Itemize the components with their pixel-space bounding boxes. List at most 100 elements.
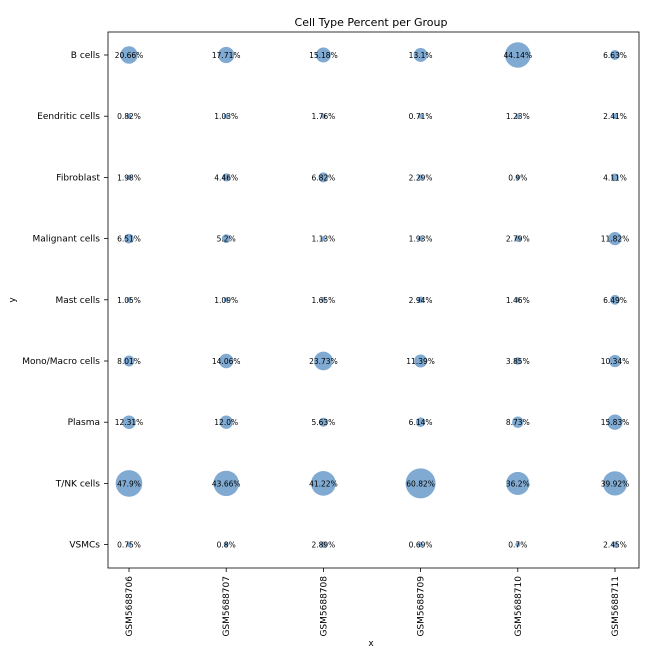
value-label: 2.45%: [603, 541, 627, 550]
bubble: [414, 354, 428, 368]
bubble: [610, 294, 620, 305]
bubble: [115, 470, 143, 497]
value-label: 0.71%: [409, 112, 433, 121]
y-tick-label: T/NK cells: [55, 479, 101, 489]
bubble: [515, 542, 521, 548]
chart-title: Cell Type Percent per Group: [295, 16, 448, 29]
bubble: [602, 471, 628, 496]
bubble: [311, 471, 336, 496]
bubble-layer: [115, 42, 628, 548]
value-label: 1.65%: [311, 296, 335, 305]
value-label: 36.2%: [506, 479, 530, 488]
bubble: [126, 542, 132, 548]
bubble: [515, 297, 521, 303]
value-label: 6.82%: [311, 173, 335, 182]
value-label: 41.22%: [309, 479, 338, 488]
bubble: [611, 541, 619, 548]
value-label: 8.01%: [117, 357, 141, 366]
value-label: 10.34%: [601, 357, 630, 366]
bubble: [413, 48, 428, 62]
value-label: 0.75%: [117, 541, 141, 550]
bubble: [218, 46, 235, 64]
bubble: [221, 234, 231, 243]
value-label: 2.29%: [409, 173, 433, 182]
bubble: [320, 541, 327, 548]
bubble: [218, 353, 234, 369]
value-label: 0.69%: [409, 541, 433, 550]
value-label: 1.98%: [117, 173, 141, 182]
bubble: [223, 113, 229, 119]
bubble: [126, 174, 132, 181]
value-label: 1.13%: [311, 235, 335, 244]
value-label: 2.41%: [603, 112, 627, 121]
value-label: 23.73%: [309, 357, 338, 366]
value-label: 17.71%: [212, 51, 241, 60]
x-axis: GSM5688706 GSM5688707 GSM5688708 GSM5688709…: [125, 568, 621, 637]
bubble: [315, 47, 331, 63]
bubble: [505, 42, 531, 68]
value-label: 44.14%: [503, 51, 532, 60]
bubble: [320, 297, 326, 303]
bubble: [223, 297, 229, 303]
value-label: 43.66%: [212, 479, 241, 488]
bubble: [219, 415, 233, 429]
bubble: [418, 113, 424, 119]
value-label: 2.89%: [311, 541, 335, 550]
value-label: 0.8%: [217, 541, 236, 550]
value-label: 1.09%: [214, 296, 238, 305]
bubble: [608, 354, 622, 368]
bubble: [607, 414, 623, 430]
value-label: 5.63%: [311, 418, 335, 427]
value-label: 2.79%: [506, 235, 530, 244]
bubble: [514, 357, 522, 365]
bubble: [222, 173, 231, 182]
bubble: [612, 113, 618, 120]
bubble: [608, 231, 622, 246]
value-label: 11.82%: [601, 235, 630, 244]
value-label: 13.1%: [409, 51, 433, 60]
bubble: [318, 417, 328, 427]
bubble: [515, 113, 521, 119]
value-label: 0.7%: [508, 541, 527, 550]
bubble: [610, 50, 620, 60]
value-label: 1.76%: [311, 112, 335, 121]
bubble: [124, 233, 134, 244]
bubble: [314, 351, 333, 371]
bubble: [417, 174, 424, 181]
value-label: 39.92%: [601, 479, 630, 488]
bubble: [120, 46, 138, 64]
bubble: [126, 113, 132, 119]
bubble: [213, 470, 239, 497]
value-label: 11.39%: [406, 357, 435, 366]
value-label: 20.66%: [115, 51, 144, 60]
bubble: [415, 417, 426, 427]
value-label-layer: 20.66% 17.71% 15.18% 13.1% 44.14% 6.63% 0.82% 1…: [115, 51, 630, 550]
y-tick-label: Mono/Macro cells: [22, 357, 100, 367]
bubble: [122, 415, 136, 429]
x-tick-label: GSM5688707: [222, 576, 232, 637]
value-label: 1.03%: [214, 112, 238, 121]
value-label: 8.73%: [506, 418, 530, 427]
value-label: 1.93%: [409, 235, 433, 244]
y-tick-label: Malignant cells: [33, 235, 101, 245]
bubble: [320, 113, 326, 119]
value-label: 47.9%: [117, 479, 141, 488]
bubble: [318, 172, 329, 183]
x-axis-label: x: [368, 639, 374, 649]
value-label: 12.0%: [214, 418, 238, 427]
bubble: [405, 468, 436, 499]
bubble: [515, 174, 521, 180]
bubble: [417, 235, 424, 242]
x-tick-label: GSM5688706: [125, 576, 135, 637]
y-tick-label: Fibroblast: [56, 173, 100, 183]
bubble: [611, 173, 619, 182]
bubble: [514, 235, 522, 242]
value-label: 6.63%: [603, 51, 627, 60]
value-label: 0.82%: [117, 112, 141, 121]
plot-area: [107, 31, 640, 569]
value-label: 5.2%: [217, 235, 236, 244]
value-label: 14.06%: [212, 357, 241, 366]
value-label: 1.46%: [506, 296, 530, 305]
value-label: 1.23%: [506, 112, 530, 121]
y-axis: B cells Eendritic cells Fibroblast Malignan…: [22, 51, 108, 551]
